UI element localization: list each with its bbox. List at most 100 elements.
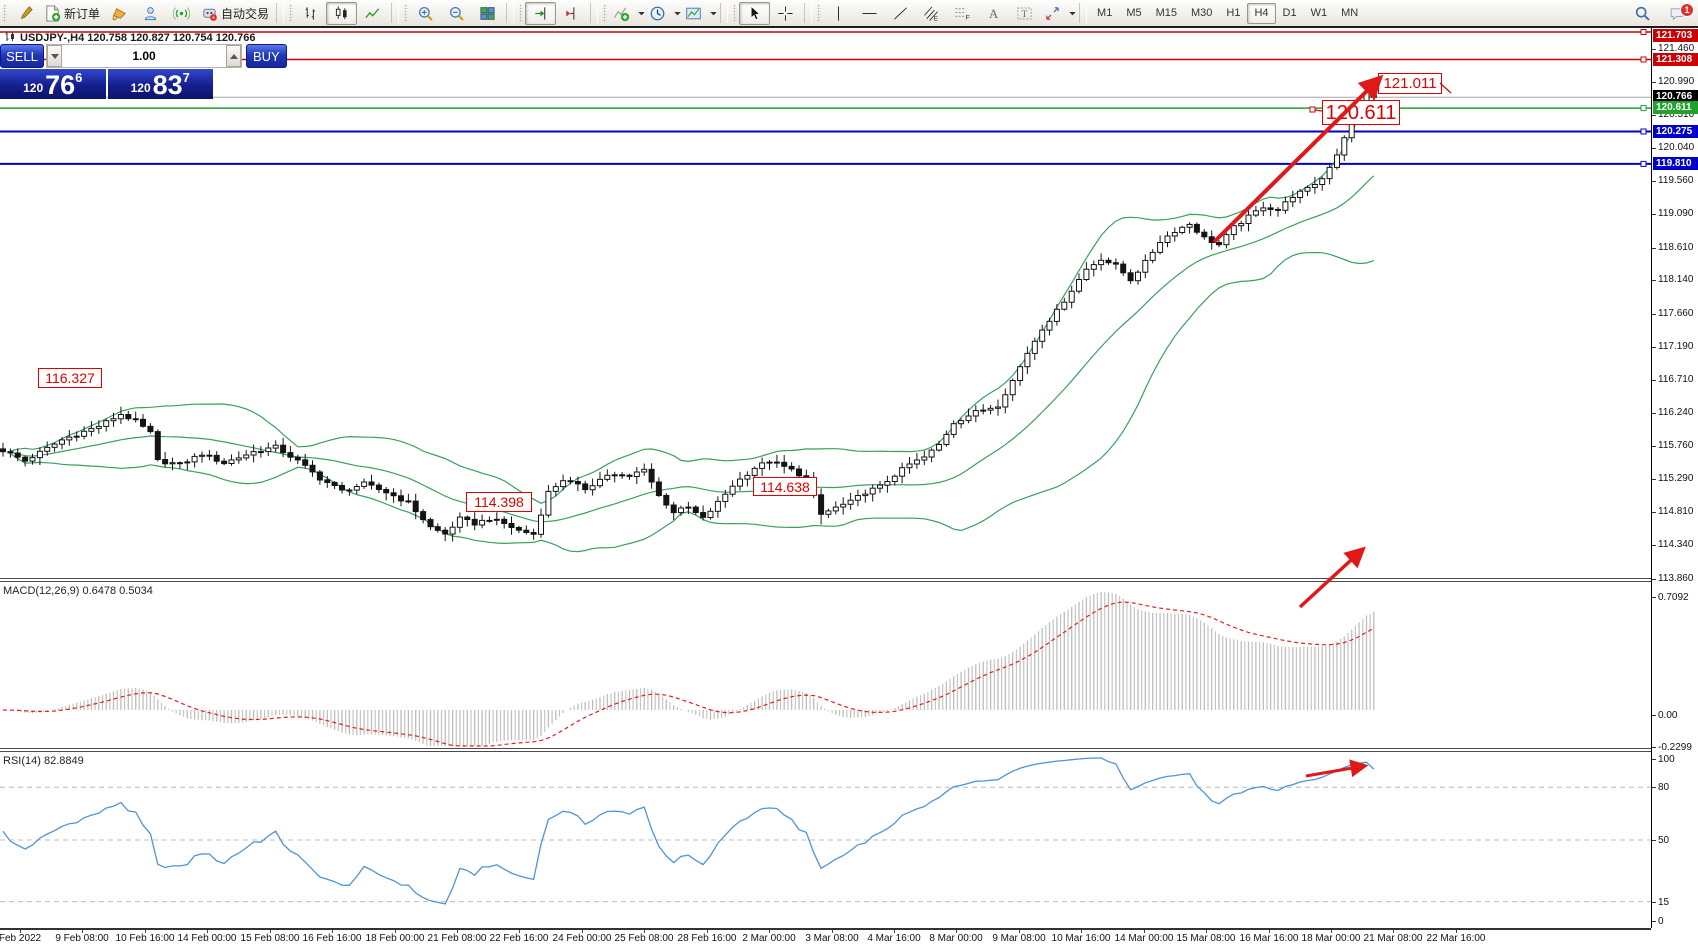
timeframe-w1-button[interactable]: W1	[1310, 7, 1328, 19]
timeframe-m5-button[interactable]: M5	[1126, 7, 1142, 19]
price-annotation[interactable]: 114.638	[753, 477, 817, 496]
price-annotation[interactable]: 116.327	[38, 368, 102, 388]
equidistant-channel-button[interactable]: E	[916, 2, 947, 25]
clipped-tool-button[interactable]	[9, 2, 40, 25]
timeframe-m30-button[interactable]: M30	[1191, 7, 1213, 19]
highlighter-button[interactable]	[104, 2, 135, 25]
pane-resize-handle-macd[interactable]	[0, 578, 1651, 582]
new-order-icon	[44, 4, 61, 22]
time-label: 10 Feb 16:00	[115, 933, 175, 944]
time-label: 21 Feb 08:00	[427, 933, 487, 944]
time-label: 28 Feb 16:00	[677, 933, 737, 944]
indicators-button[interactable]	[609, 2, 645, 25]
text-button[interactable]: A	[978, 2, 1009, 25]
crosshair-button[interactable]	[770, 2, 801, 25]
lot-decrease-button[interactable]	[47, 45, 62, 67]
rsi-tick-label: 80	[1658, 782, 1670, 793]
price-tick	[1652, 545, 1656, 546]
time-tick	[1393, 930, 1394, 933]
profile-button[interactable]	[135, 2, 166, 25]
buy-button[interactable]: BUY	[246, 44, 287, 68]
price-annotation[interactable]: 120.611	[1322, 100, 1400, 125]
auto-trading-label: 自动交易	[221, 6, 270, 21]
chevron-down-icon[interactable]	[669, 5, 681, 21]
indicators-icon	[613, 5, 630, 22]
time-tick	[644, 930, 645, 933]
text-label-button[interactable]: T	[1009, 2, 1040, 25]
user-icon	[142, 5, 159, 22]
bar-chart-mode-button[interactable]	[295, 2, 326, 25]
triangle-down-icon	[50, 53, 59, 59]
auto-trading-button[interactable]: 自动交易	[197, 2, 273, 25]
trendline-button[interactable]	[885, 2, 916, 25]
notification-badge: 1	[1680, 2, 1694, 17]
price-annotation[interactable]: 114.398	[466, 492, 532, 512]
time-tick	[395, 930, 396, 933]
lot-size-input[interactable]	[62, 45, 226, 67]
timeframe-m15-button[interactable]: M15	[1155, 7, 1177, 19]
notifications-button[interactable]: 1	[1662, 2, 1694, 25]
linechart-icon	[364, 5, 381, 22]
rsi-canvas[interactable]	[0, 752, 1651, 928]
cursor-icon	[746, 5, 763, 22]
buy-price-display[interactable]: 120 83 7	[107, 69, 213, 99]
crosshair-icon	[777, 5, 794, 22]
macd-canvas[interactable]	[0, 582, 1651, 748]
price-axis[interactable]: 121.460 120.990 120.510 120.040 119.560 119.0…	[1651, 28, 1698, 928]
macd-tick-label: -0.2299	[1658, 742, 1692, 753]
rsi-tick	[1652, 902, 1656, 903]
price-annotation[interactable]: 121.011	[1378, 73, 1442, 94]
window-top-border	[0, 26, 1698, 28]
chevron-down-icon[interactable]	[1064, 5, 1076, 21]
price-tick	[1652, 413, 1656, 414]
timeframe-d1-button[interactable]: D1	[1282, 7, 1297, 19]
price-tick-label: 119.560	[1658, 175, 1694, 186]
timeframe-mn-button[interactable]: MN	[1341, 7, 1359, 19]
zoom-out-button[interactable]	[441, 2, 472, 25]
autotrade-icon	[201, 5, 218, 22]
triangle-up-icon	[229, 53, 238, 59]
price-tick	[1652, 446, 1656, 447]
chevron-down-icon[interactable]	[705, 5, 717, 21]
timeframe-h4-button[interactable]: H4	[1247, 2, 1276, 24]
time-label: 18 Mar 00:00	[1301, 933, 1361, 944]
zoom-in-button[interactable]	[410, 2, 441, 25]
signal-button[interactable]	[166, 2, 197, 25]
rsi-tick	[1652, 787, 1656, 788]
tile-windows-button[interactable]	[472, 2, 503, 25]
svg-text:A: A	[989, 7, 999, 21]
lot-increase-button[interactable]	[226, 45, 241, 67]
rsi-tick-label: 15	[1658, 897, 1670, 908]
price-chart-canvas[interactable]	[0, 28, 1651, 578]
time-tick	[519, 930, 520, 933]
search-button[interactable]	[1627, 2, 1658, 25]
templates-button[interactable]	[681, 2, 717, 25]
timeframe-h1-button[interactable]: H1	[1226, 7, 1241, 19]
vertical-line-button[interactable]	[823, 2, 854, 25]
horizontal-line-button[interactable]	[854, 2, 885, 25]
time-label: 3 Mar 08:00	[805, 933, 859, 944]
price-tick	[1652, 82, 1656, 83]
arrows-shapes-button[interactable]	[1040, 2, 1076, 25]
cursor-button[interactable]	[739, 1, 771, 25]
fibonacci-button[interactable]: F	[947, 2, 978, 25]
timeframe-m1-button[interactable]: M1	[1097, 7, 1113, 19]
time-tick	[582, 930, 583, 933]
sell-button[interactable]: SELL	[0, 44, 44, 68]
rsi-tick	[1652, 759, 1656, 760]
auto-scroll-button[interactable]	[525, 1, 557, 25]
price-tick-label: 118.610	[1658, 242, 1694, 253]
new-order-button[interactable]: 新订单	[40, 2, 104, 25]
fibo-icon: F	[954, 5, 971, 22]
pane-resize-handle-rsi[interactable]	[0, 748, 1651, 752]
sell-price-display[interactable]: 120 76 6	[0, 69, 106, 99]
chevron-down-icon[interactable]	[633, 5, 645, 21]
toolbar-grip	[519, 4, 524, 22]
periods-button[interactable]	[645, 2, 681, 25]
macd-tick	[1652, 597, 1656, 598]
candle-chart-mode-button[interactable]	[326, 1, 358, 25]
chart-shift-button[interactable]	[556, 2, 587, 25]
line-chart-mode-button[interactable]	[357, 2, 388, 25]
time-axis[interactable]: Feb 2022 9 Feb 08:00 10 Feb 16:00 14 Feb 00…	[0, 928, 1651, 944]
time-tick	[207, 930, 208, 933]
